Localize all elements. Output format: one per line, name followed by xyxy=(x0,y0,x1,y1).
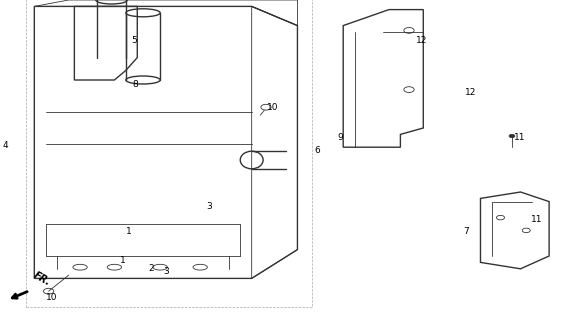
Text: 12: 12 xyxy=(465,88,476,97)
Text: 1: 1 xyxy=(120,256,126,265)
Text: 3: 3 xyxy=(163,268,169,276)
Text: 3: 3 xyxy=(206,202,212,211)
Text: 10: 10 xyxy=(267,103,278,112)
Text: 9: 9 xyxy=(337,133,343,142)
Text: 11: 11 xyxy=(514,133,525,142)
Text: 4: 4 xyxy=(3,141,9,150)
Text: 7: 7 xyxy=(463,228,469,236)
Bar xyxy=(26,0,312,307)
Text: 11: 11 xyxy=(531,215,542,224)
Text: 6: 6 xyxy=(315,146,320,155)
Text: 12: 12 xyxy=(416,36,428,44)
Text: 8: 8 xyxy=(133,80,138,89)
Text: 1: 1 xyxy=(126,228,132,236)
Text: 5: 5 xyxy=(132,36,137,44)
Ellipse shape xyxy=(509,134,515,138)
Text: 2: 2 xyxy=(149,264,154,273)
Text: FR.: FR. xyxy=(31,270,52,288)
Text: 10: 10 xyxy=(46,293,57,302)
